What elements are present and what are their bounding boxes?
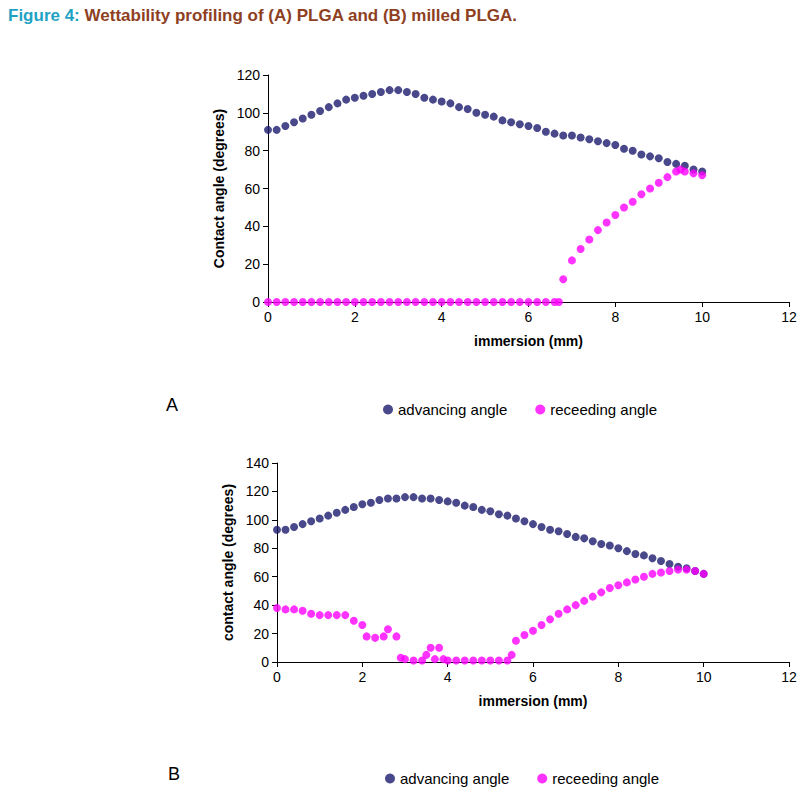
svg-text:receeding angle: receeding angle: [552, 770, 659, 787]
svg-text:100: 100: [237, 105, 261, 121]
svg-text:20: 20: [244, 256, 260, 272]
svg-text:B: B: [168, 764, 180, 784]
svg-text:receeding angle: receeding angle: [550, 401, 657, 418]
svg-text:60: 60: [244, 181, 260, 197]
svg-text:immersion (mm): immersion (mm): [474, 333, 583, 349]
svg-text:10: 10: [694, 309, 710, 325]
svg-text:6: 6: [525, 309, 533, 325]
svg-text:immersion (mm): immersion (mm): [479, 693, 588, 709]
svg-text:advancing angle: advancing angle: [400, 770, 509, 787]
svg-text:12: 12: [781, 669, 797, 685]
svg-text:0: 0: [273, 669, 281, 685]
svg-text:2: 2: [351, 309, 359, 325]
svg-text:0: 0: [252, 294, 260, 310]
svg-text:80: 80: [244, 143, 260, 159]
svg-text:contact angle (degrees): contact angle (degrees): [220, 484, 236, 641]
svg-text:40: 40: [253, 597, 269, 613]
svg-text:advancing angle: advancing angle: [398, 401, 507, 418]
svg-text:12: 12: [781, 309, 797, 325]
svg-text:A: A: [166, 395, 178, 415]
svg-text:100: 100: [246, 512, 270, 528]
svg-text:2: 2: [358, 669, 366, 685]
svg-text:8: 8: [611, 309, 619, 325]
svg-text:0: 0: [261, 654, 269, 670]
svg-text:Contact angle (degrees): Contact angle (degrees): [211, 109, 227, 268]
svg-text:6: 6: [529, 669, 537, 685]
svg-text:80: 80: [253, 540, 269, 556]
svg-text:20: 20: [253, 626, 269, 642]
html-text:Figure 4: Wettability profilin: Figure 4: Wettability profiling of (A) P…: [8, 6, 518, 25]
svg-text:60: 60: [253, 569, 269, 585]
svg-text:4: 4: [444, 669, 452, 685]
svg-text:10: 10: [696, 669, 712, 685]
svg-text:40: 40: [244, 218, 260, 234]
svg-text:4: 4: [438, 309, 446, 325]
svg-text:140: 140: [246, 455, 270, 471]
svg-text:120: 120: [237, 67, 261, 83]
svg-text:8: 8: [614, 669, 622, 685]
svg-text:120: 120: [246, 483, 270, 499]
svg-text:0: 0: [264, 309, 272, 325]
